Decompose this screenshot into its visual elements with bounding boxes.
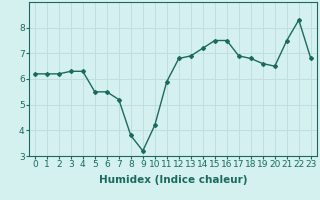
X-axis label: Humidex (Indice chaleur): Humidex (Indice chaleur) <box>99 175 247 185</box>
